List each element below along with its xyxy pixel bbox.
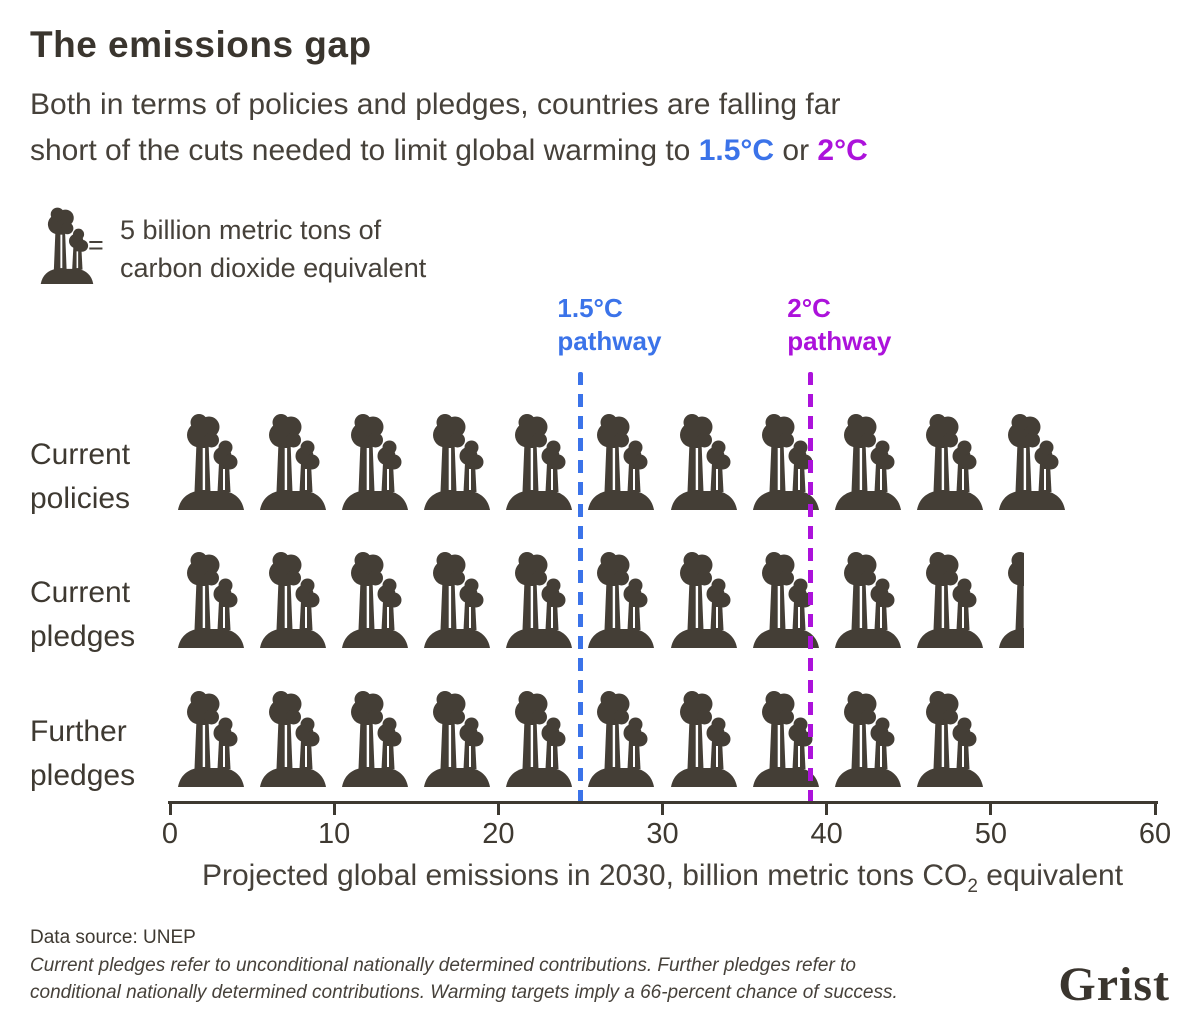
emissions-icon [334,550,416,648]
legend-text: 5 billion metric tons of carbon dioxide … [120,215,427,283]
emissions-icon [909,412,991,510]
pathway-reference-line [807,372,813,803]
axis-tick-label: 0 [161,818,179,850]
emissions-icon [827,412,909,510]
pictogram-row [170,412,1073,510]
emissions-icon [827,550,909,648]
emissions-icon [827,689,909,787]
row-label-further-pledges: Further pledges [30,715,136,792]
emissions-icon [909,550,991,648]
axis-tick [168,801,172,815]
legend-equals-sign: = [88,230,104,260]
emissions-icon [745,412,827,510]
subtitle-line-1: Both in terms of policies and pledges, c… [30,88,841,121]
emissions-icon [170,550,252,648]
target-1-5c: 1.5°C [698,134,775,167]
emissions-icon [580,550,662,648]
pathway-label-2c: 2°C pathway [787,293,892,356]
emissions-icon [662,689,744,787]
axis-tick-label: 30 [646,818,679,850]
emissions-icon [580,412,662,510]
emissions-icon [662,412,744,510]
emissions-icon [991,412,1073,510]
axis-tick-label: 20 [482,818,515,850]
emissions-icon [252,550,334,648]
axis-tick [661,801,664,815]
row-label-current-policies: Current policies [30,438,131,515]
emissions-icon [498,550,580,648]
emissions-icon [416,550,498,648]
emissions-icon [745,689,827,787]
emissions-icon [498,412,580,510]
x-axis-label: Projected global emissions in 2030, bill… [201,859,1124,897]
emissions-icon [416,689,498,787]
emissions-icon-partial [991,550,1024,648]
axis-tick-label: 50 [974,818,1007,850]
emissions-icon [334,412,416,510]
pathway-label-1-5c: 1.5°C pathway [557,293,662,356]
emissions-icon [498,689,580,787]
page-subtitle: Both in terms of policies and pledges, c… [30,82,868,174]
emissions-icon [252,412,334,510]
emissions-icon [909,689,991,787]
emissions-icon [170,412,252,510]
emissions-icon [252,689,334,787]
axis-tick-label: 40 [810,818,843,850]
row-label-current-pledges: Current pledges [30,576,136,653]
pictogram-row [170,689,991,787]
emissions-icon [580,689,662,787]
axis-tick [1153,801,1157,815]
axis-tick [496,801,500,815]
emissions-icon [334,689,416,787]
emissions-icon [416,412,498,510]
page-title: The emissions gap [30,24,372,65]
emissions-icon [170,689,252,787]
target-2c: 2°C [817,134,868,167]
axis-tick [989,801,993,815]
footnote-line-1: Current pledges refer to unconditional n… [30,955,856,976]
grist-logo: Grist [1058,958,1170,1011]
subtitle-line-2: short of the cuts needed to limit global… [30,134,868,167]
axis-tick [825,801,829,815]
pictogram-row [170,550,1024,648]
emissions-icon [745,550,827,648]
smokestack-icon [36,206,98,284]
footnote-line-2: conditional nationally determined contri… [30,982,898,1003]
emissions-icon [662,550,744,648]
axis-tick [332,801,336,815]
data-source: Data source: UNEP [30,927,196,948]
pathway-reference-line [577,372,583,803]
axis-tick-label: 10 [318,818,351,850]
axis-tick-label: 60 [1138,818,1172,850]
